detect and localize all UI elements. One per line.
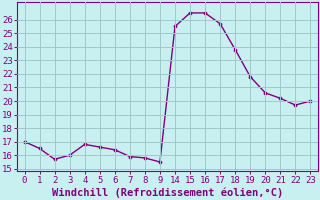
X-axis label: Windchill (Refroidissement éolien,°C): Windchill (Refroidissement éolien,°C) (52, 187, 283, 198)
